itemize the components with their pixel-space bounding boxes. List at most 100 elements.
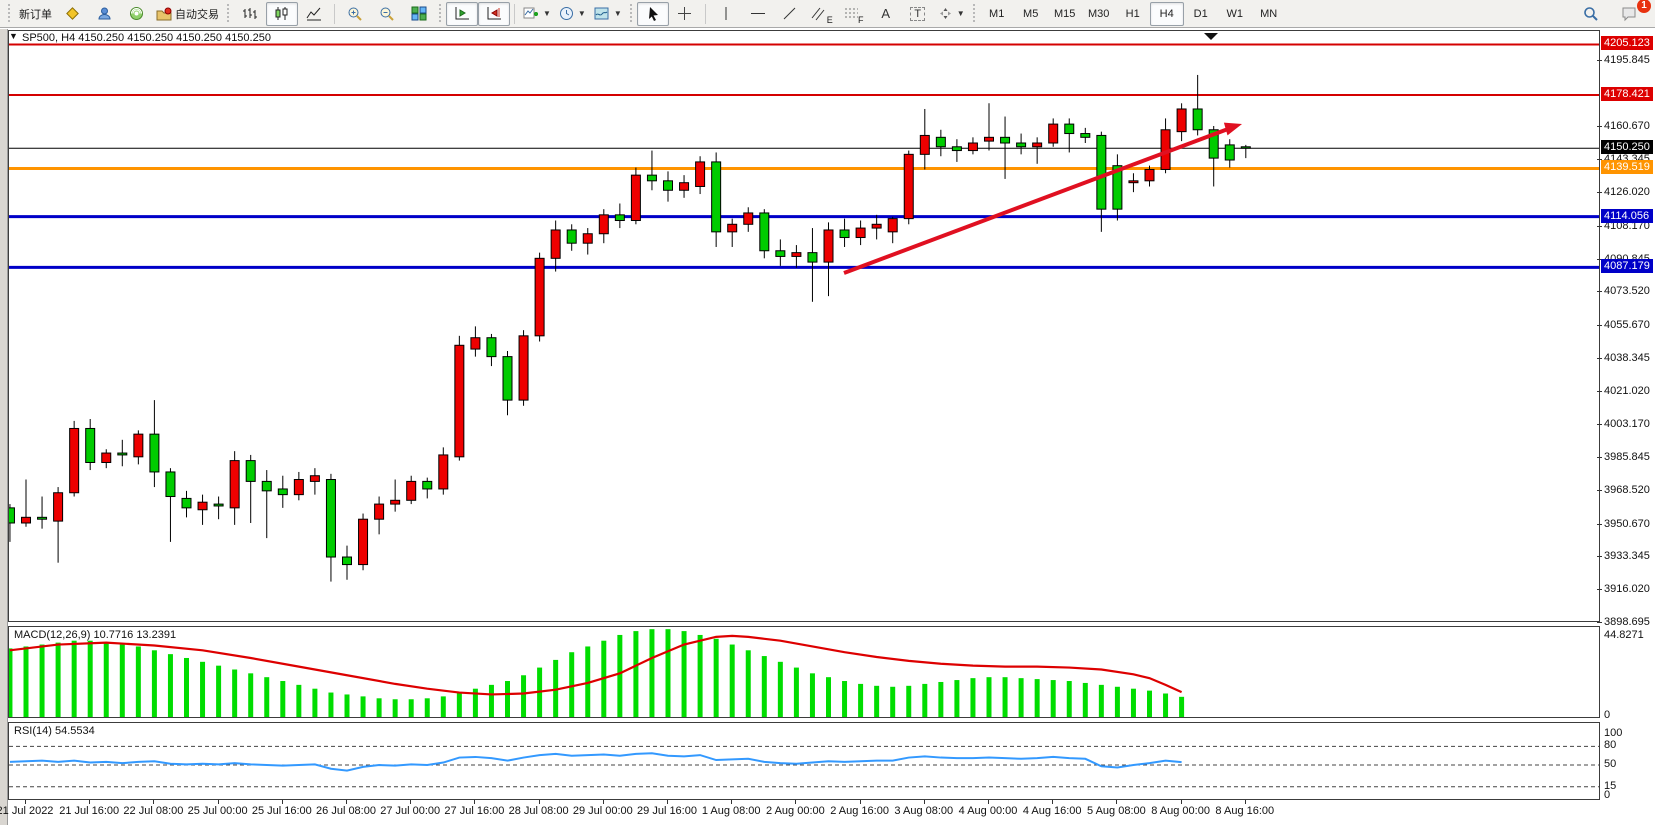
price-axis[interactable]: 4195.845 4160.670 4143.345 4126.020 4108.170… [1597,30,1655,800]
date-label: 1 Aug 08:00 [701,805,761,817]
tile-windows-icon [411,6,427,21]
rsi-canvas[interactable] [9,723,1599,799]
rsi-name: RSI(14) [14,725,52,737]
timeframe-M1[interactable]: M1 [989,7,1005,20]
rsi-level-label: 0 [1604,789,1611,801]
line-chart-button[interactable] [298,2,330,26]
templates-button[interactable]: ▼ [590,2,626,26]
timeframe-M15[interactable]: M15 [1053,7,1076,20]
date-tick [538,800,540,804]
timeframe-M30[interactable]: M30 [1087,7,1110,20]
symbol-dropdown-icon[interactable]: ▼ [9,31,18,41]
horizontal-line-button[interactable] [742,2,774,26]
date-label: 8 Aug 16:00 [1215,805,1275,817]
price-tick-label: 4055.670 [1597,319,1654,332]
text-label-icon: T [910,6,926,21]
macd-zero-label: 0 [1604,709,1611,721]
auto-trading-button[interactable]: 自动交易 [152,2,223,26]
timeframe-M5[interactable]: M5 [1023,7,1039,20]
date-label: 25 Jul 16:00 [251,805,312,817]
search-button[interactable] [1575,2,1607,26]
crosshair-button[interactable] [669,2,701,26]
fibonacci-icon [844,6,859,21]
profile-icon [97,6,112,21]
timeframe-H1[interactable]: H1 [1125,7,1140,20]
timeframe-MN[interactable]: MN [1260,7,1278,20]
chart-shift-icon [486,6,502,21]
toolbar-grip[interactable] [226,3,231,24]
tile-windows-button[interactable] [403,2,435,26]
zoom-out-button[interactable] [371,2,403,26]
notifications-button[interactable]: 1 [1613,0,1651,26]
vertical-line-button[interactable] [710,2,742,26]
date-label: 27 Jul 00:00 [380,805,441,817]
cursor-button[interactable] [636,1,669,26]
date-label: 26 Jul 08:00 [316,805,376,817]
zoom-in-button[interactable] [339,2,371,26]
date-tick [346,800,347,804]
toolbar-grip[interactable] [971,3,977,24]
rsi-label: RSI(14) 54.5534 [14,725,95,737]
toolbar-grip[interactable] [438,3,443,24]
chart-window-button[interactable] [56,2,88,26]
signals-button[interactable] [120,2,152,26]
date-label: 3 Aug 08:00 [894,805,954,817]
rsi-pane[interactable] [8,722,1600,800]
text-label-button[interactable]: T [902,2,934,26]
candlestick-chart-button[interactable] [266,1,298,26]
macd-label: MACD(12,26,9) 10.7716 13.2391 [14,629,176,641]
date-tick [153,800,155,804]
timeframe-D1[interactable]: D1 [1193,7,1208,20]
price-tick-label: 4038.345 [1597,352,1654,365]
timeframe-W1[interactable]: W1 [1226,7,1243,20]
text-button[interactable]: A [870,2,902,26]
timeframe-H4[interactable]: H4 [1149,1,1184,26]
main-chart-pane[interactable] [8,30,1600,622]
toolbar-grip[interactable] [7,3,12,24]
rsi-value: 54.5534 [54,725,95,737]
price-tick-label: 3916.020 [1597,583,1654,596]
price-line-badge: 4178.421 [1601,86,1653,101]
bar-chart-button[interactable] [234,2,266,26]
channel-button[interactable]: E [806,2,838,26]
date-label: 4 Aug 16:00 [1022,805,1082,817]
price-tick-label: 3898.695 [1597,616,1654,629]
date-tick [859,800,861,804]
price-line-badge: 4087.179 [1601,259,1653,274]
zoom-in-icon [347,6,363,22]
date-label: 29 Jul 00:00 [572,805,633,817]
chat-bubble-icon [1621,6,1638,22]
auto-trading-icon [156,7,172,21]
candlestick-icon [274,6,290,21]
date-axis[interactable]: 21 Jul 2022 21 Jul 16:00 22 Jul 08:00 25 Ju… [0,800,1655,825]
date-tick [602,800,604,804]
trendline-icon [782,6,797,21]
new-order-button[interactable]: 新订单 [15,2,56,26]
chart-shift-button[interactable] [478,1,510,26]
arrows-icon [938,6,953,21]
horizontal-line-icon [750,6,766,21]
price-tick-label: 4003.170 [1597,418,1654,431]
periods-button[interactable]: ▼ [555,2,590,26]
yellow-gem-icon [65,6,80,21]
main-chart-canvas[interactable] [9,31,1599,621]
auto-scroll-button[interactable] [446,1,478,26]
market-watch-button[interactable] [88,2,120,26]
fibonacci-button[interactable]: F [838,2,870,26]
date-tick [923,800,925,804]
macd-value: 10.7716 [93,629,134,641]
macd-pane[interactable] [8,626,1600,718]
toolbar-grip[interactable] [628,3,634,24]
price-tick-label: 4108.170 [1597,220,1654,233]
auto-scroll-icon [454,6,470,21]
date-tick [474,800,476,804]
macd-canvas[interactable] [9,627,1599,717]
notification-badge: 1 [1637,0,1651,13]
date-label: 2 Aug 00:00 [766,805,825,817]
indicators-button[interactable]: ▼ [519,2,555,26]
arrows-button[interactable]: ▼ [934,2,969,26]
date-tick [1180,800,1182,804]
trendline-button[interactable] [774,2,806,26]
date-label: 2 Aug 16:00 [830,805,889,817]
date-tick [1244,800,1246,804]
